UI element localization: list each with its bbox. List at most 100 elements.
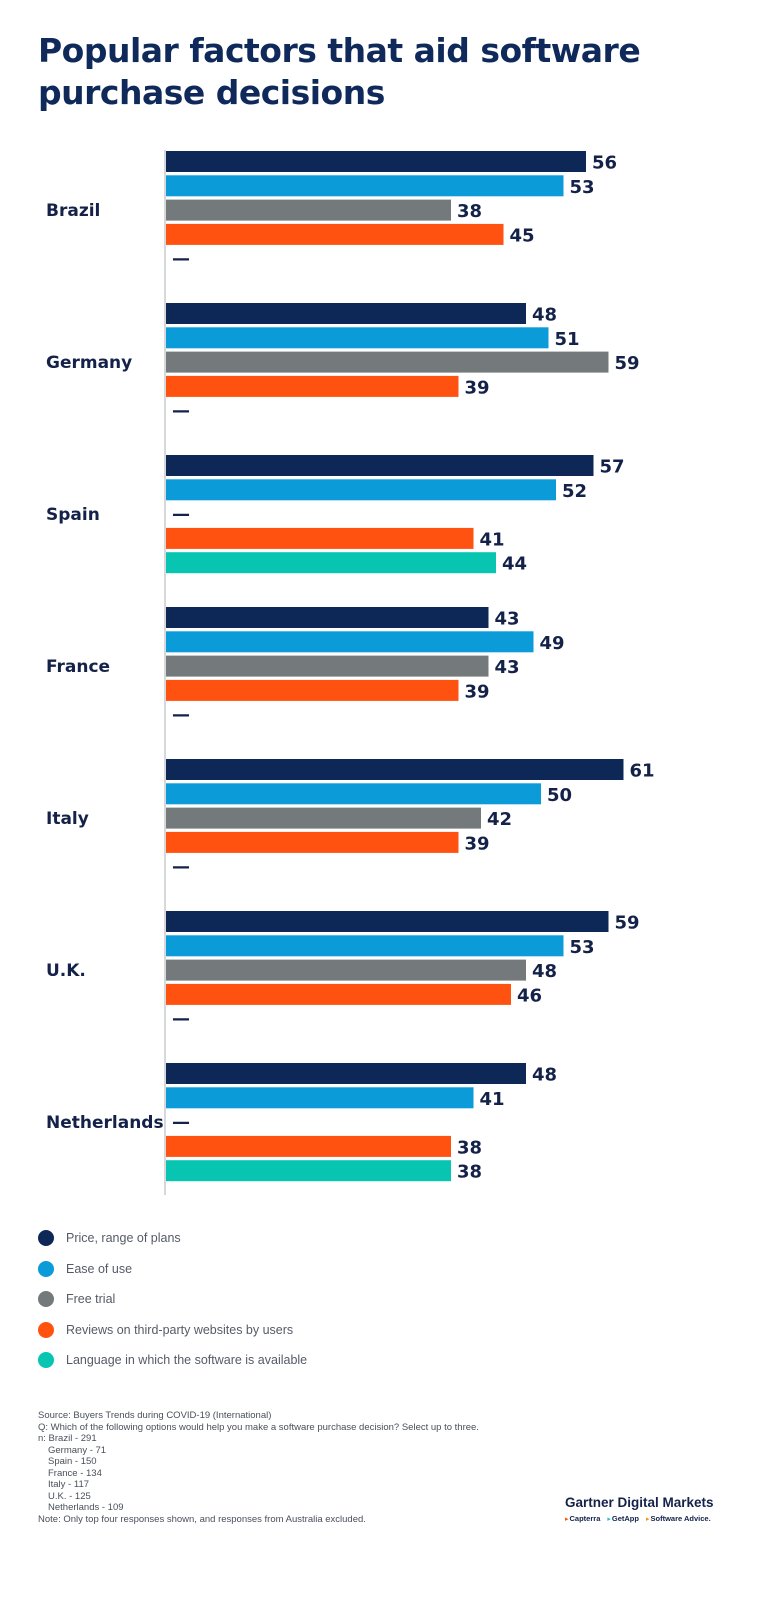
bar-group: Brazil 56 53 38 45 — Germany 48 51 59 39 — Spain 57 52… — [46, 151, 655, 1183]
sample-size: Spain - 150 — [48, 1456, 97, 1467]
category-label: Italy — [46, 809, 89, 829]
bar — [166, 455, 594, 476]
data-label: 48 — [532, 305, 557, 326]
data-label: 53 — [570, 177, 595, 198]
data-label: 41 — [480, 1089, 505, 1110]
legend-item: Language in which the software is availa… — [38, 1350, 307, 1370]
legend-label: Price, range of plans — [66, 1231, 181, 1245]
capterra-logo: Capterra — [565, 1514, 601, 1523]
missing-value-marker: — — [172, 401, 190, 422]
bar — [166, 655, 489, 677]
legend-swatch — [38, 1230, 54, 1246]
data-label: 59 — [615, 913, 640, 934]
category-label: France — [46, 657, 110, 677]
data-label: 41 — [480, 529, 505, 550]
bar — [166, 631, 534, 653]
bar — [166, 1160, 451, 1182]
sample-size: Netherlands - 109 — [48, 1502, 124, 1513]
legend-item: Reviews on third-party websites by users — [38, 1320, 307, 1340]
data-label: 51 — [555, 329, 580, 350]
sample-size-brazil: n: Brazil - 291 — [38, 1433, 97, 1444]
bar — [166, 783, 541, 805]
data-label: 57 — [600, 457, 625, 478]
getapp-logo: GetApp — [607, 1514, 639, 1523]
data-label: 39 — [465, 377, 490, 398]
data-label: 43 — [495, 657, 520, 678]
category-label: Brazil — [46, 201, 100, 221]
bar — [166, 351, 609, 373]
bar-chart: Brazil 56 53 38 45 — Germany 48 51 59 39 — Spain 57 52… — [46, 150, 655, 1195]
data-label: 56 — [592, 153, 617, 174]
bar — [166, 327, 549, 349]
sample-size: France - 134 — [48, 1467, 102, 1479]
legend-swatch — [38, 1291, 54, 1307]
data-label: 53 — [570, 937, 595, 958]
subbrand-list: Capterra GetApp Software Advice. — [565, 1514, 735, 1523]
question-note: Q: Which of the following options would … — [38, 1421, 479, 1433]
bar — [166, 911, 609, 932]
bar — [166, 1063, 526, 1084]
source-note: Source: Buyers Trends during COVID-19 (I… — [38, 1410, 272, 1421]
legend-label: Language in which the software is availa… — [66, 1353, 308, 1367]
bar — [166, 199, 451, 221]
category-label: Spain — [46, 505, 100, 525]
data-label: 42 — [487, 809, 512, 830]
bar — [166, 1087, 474, 1109]
legend-item: Ease of use — [38, 1259, 307, 1279]
missing-value-marker: — — [172, 1009, 190, 1030]
bar — [166, 959, 526, 981]
data-label: 48 — [532, 961, 557, 982]
exclusion-note: Note: Only top four responses shown, and… — [38, 1513, 366, 1525]
missing-value-marker: — — [172, 249, 190, 270]
footnotes: Source: Buyers Trends during COVID-19 (I… — [38, 1410, 479, 1525]
legend-label: Reviews on third-party websites by users — [66, 1322, 294, 1337]
data-label: 44 — [502, 554, 527, 575]
bar — [166, 175, 564, 197]
category-label: Germany — [46, 353, 132, 373]
data-label: 43 — [495, 609, 520, 630]
missing-value-marker: — — [172, 1112, 190, 1133]
legend-swatch — [38, 1352, 54, 1368]
data-label: 46 — [517, 985, 542, 1006]
bar — [166, 552, 496, 574]
data-label: 52 — [562, 481, 587, 502]
data-label: 38 — [457, 1162, 482, 1183]
legend-label: Ease of use — [66, 1261, 133, 1276]
legend-item: Free trial — [38, 1289, 307, 1309]
bar — [166, 935, 564, 957]
category-label: U.K. — [46, 961, 86, 981]
data-label: 39 — [465, 681, 490, 702]
bar — [166, 527, 474, 549]
bar — [166, 479, 556, 501]
bar — [166, 759, 624, 780]
data-label: 38 — [457, 1137, 482, 1158]
bar — [166, 151, 586, 172]
bar — [166, 983, 511, 1005]
data-label: 45 — [510, 225, 535, 246]
brand-name: Gartner Digital Markets — [565, 1495, 714, 1510]
bar — [166, 807, 481, 829]
chart-title: Popular factors that aid software purcha… — [38, 31, 641, 112]
legend-swatch — [38, 1260, 54, 1277]
legend-swatch — [38, 1321, 54, 1338]
category-label: Netherlands — [46, 1113, 164, 1133]
data-label: 39 — [465, 833, 490, 854]
data-label: 59 — [615, 353, 640, 374]
bar — [166, 223, 504, 245]
legend: Price, range of plans Ease of use Free tri… — [38, 1228, 307, 1381]
sample-size: Italy - 117 — [48, 1479, 90, 1490]
bar — [166, 679, 459, 701]
brand-logo: Gartner Digital Markets Capterra GetApp … — [565, 1495, 735, 1523]
data-label: 49 — [540, 633, 565, 654]
bar — [166, 375, 459, 397]
legend-item: Price, range of plans — [38, 1228, 307, 1248]
bar — [166, 607, 489, 628]
software-advice-logo: Software Advice. — [646, 1514, 711, 1523]
data-label: 48 — [532, 1065, 557, 1086]
sample-size: U.K. - 125 — [48, 1490, 91, 1502]
bar — [166, 831, 459, 853]
data-label: 61 — [630, 761, 655, 782]
bar — [166, 1135, 451, 1157]
bar — [166, 303, 526, 324]
data-label: 50 — [547, 785, 572, 806]
